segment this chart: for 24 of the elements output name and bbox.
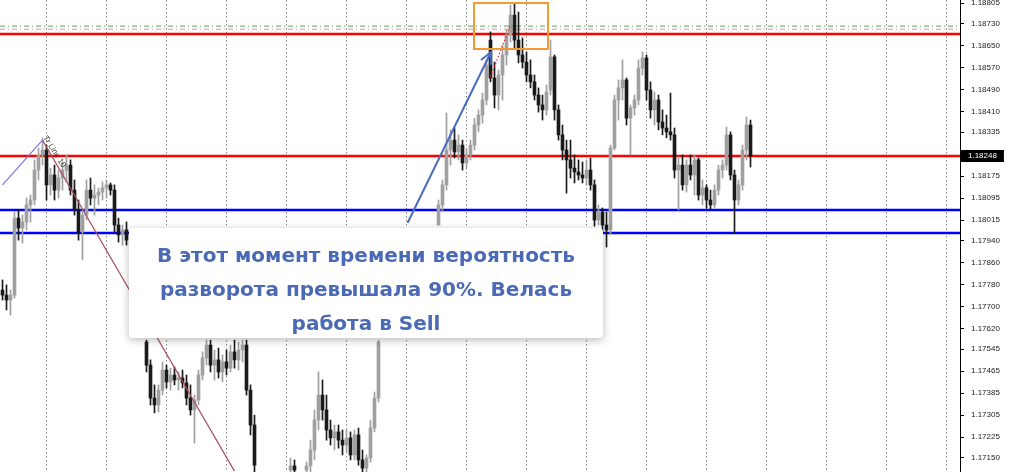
y-tick-label: 1.17305 (971, 410, 1001, 420)
annotation: В этот момент времени вероятность разворота превышала 90%. Велась работа в Sell (156, 241, 576, 337)
y-tick-label: 1.17385 (971, 388, 1001, 398)
y-tick-label: 1.18410 (971, 106, 1001, 116)
y-tick-label: 1.17545 (971, 344, 1001, 354)
y-tick-label: 1.18335 (971, 127, 1001, 137)
y-tick-label: 1.18730 (971, 18, 1001, 28)
y-tick-label: 1.17620 (971, 323, 1001, 333)
y-tick-label: 1.17940 (971, 235, 1001, 245)
y-tick-label: 1.18650 (971, 40, 1001, 50)
y-tick-label: 1.18805 (971, 0, 1001, 8)
callout-card: В этот момент времени вероятность разворота превышала 90%. Велась работа в Sell (129, 228, 603, 338)
y-tick-label: 1.18015 (971, 215, 1001, 225)
y-tick-label: 1.18175 (971, 171, 1001, 181)
y-tick-label: 1.18570 (971, 62, 1001, 72)
y-tick-label: 1.17700 (971, 301, 1001, 311)
y-tick-label: 1.17780 (971, 279, 1001, 289)
y-tick-label: 1.17860 (971, 257, 1001, 267)
y-tick-label: 1.17225 (971, 432, 1001, 442)
y-tick-label: 1.17150 (971, 452, 1001, 462)
y-tick-label: 1.18490 (971, 84, 1001, 94)
ref-line-label: 1.18248 (968, 151, 998, 161)
y-tick-label: 1.18095 (971, 193, 1001, 203)
y-tick-label: 1.17465 (971, 366, 1001, 376)
